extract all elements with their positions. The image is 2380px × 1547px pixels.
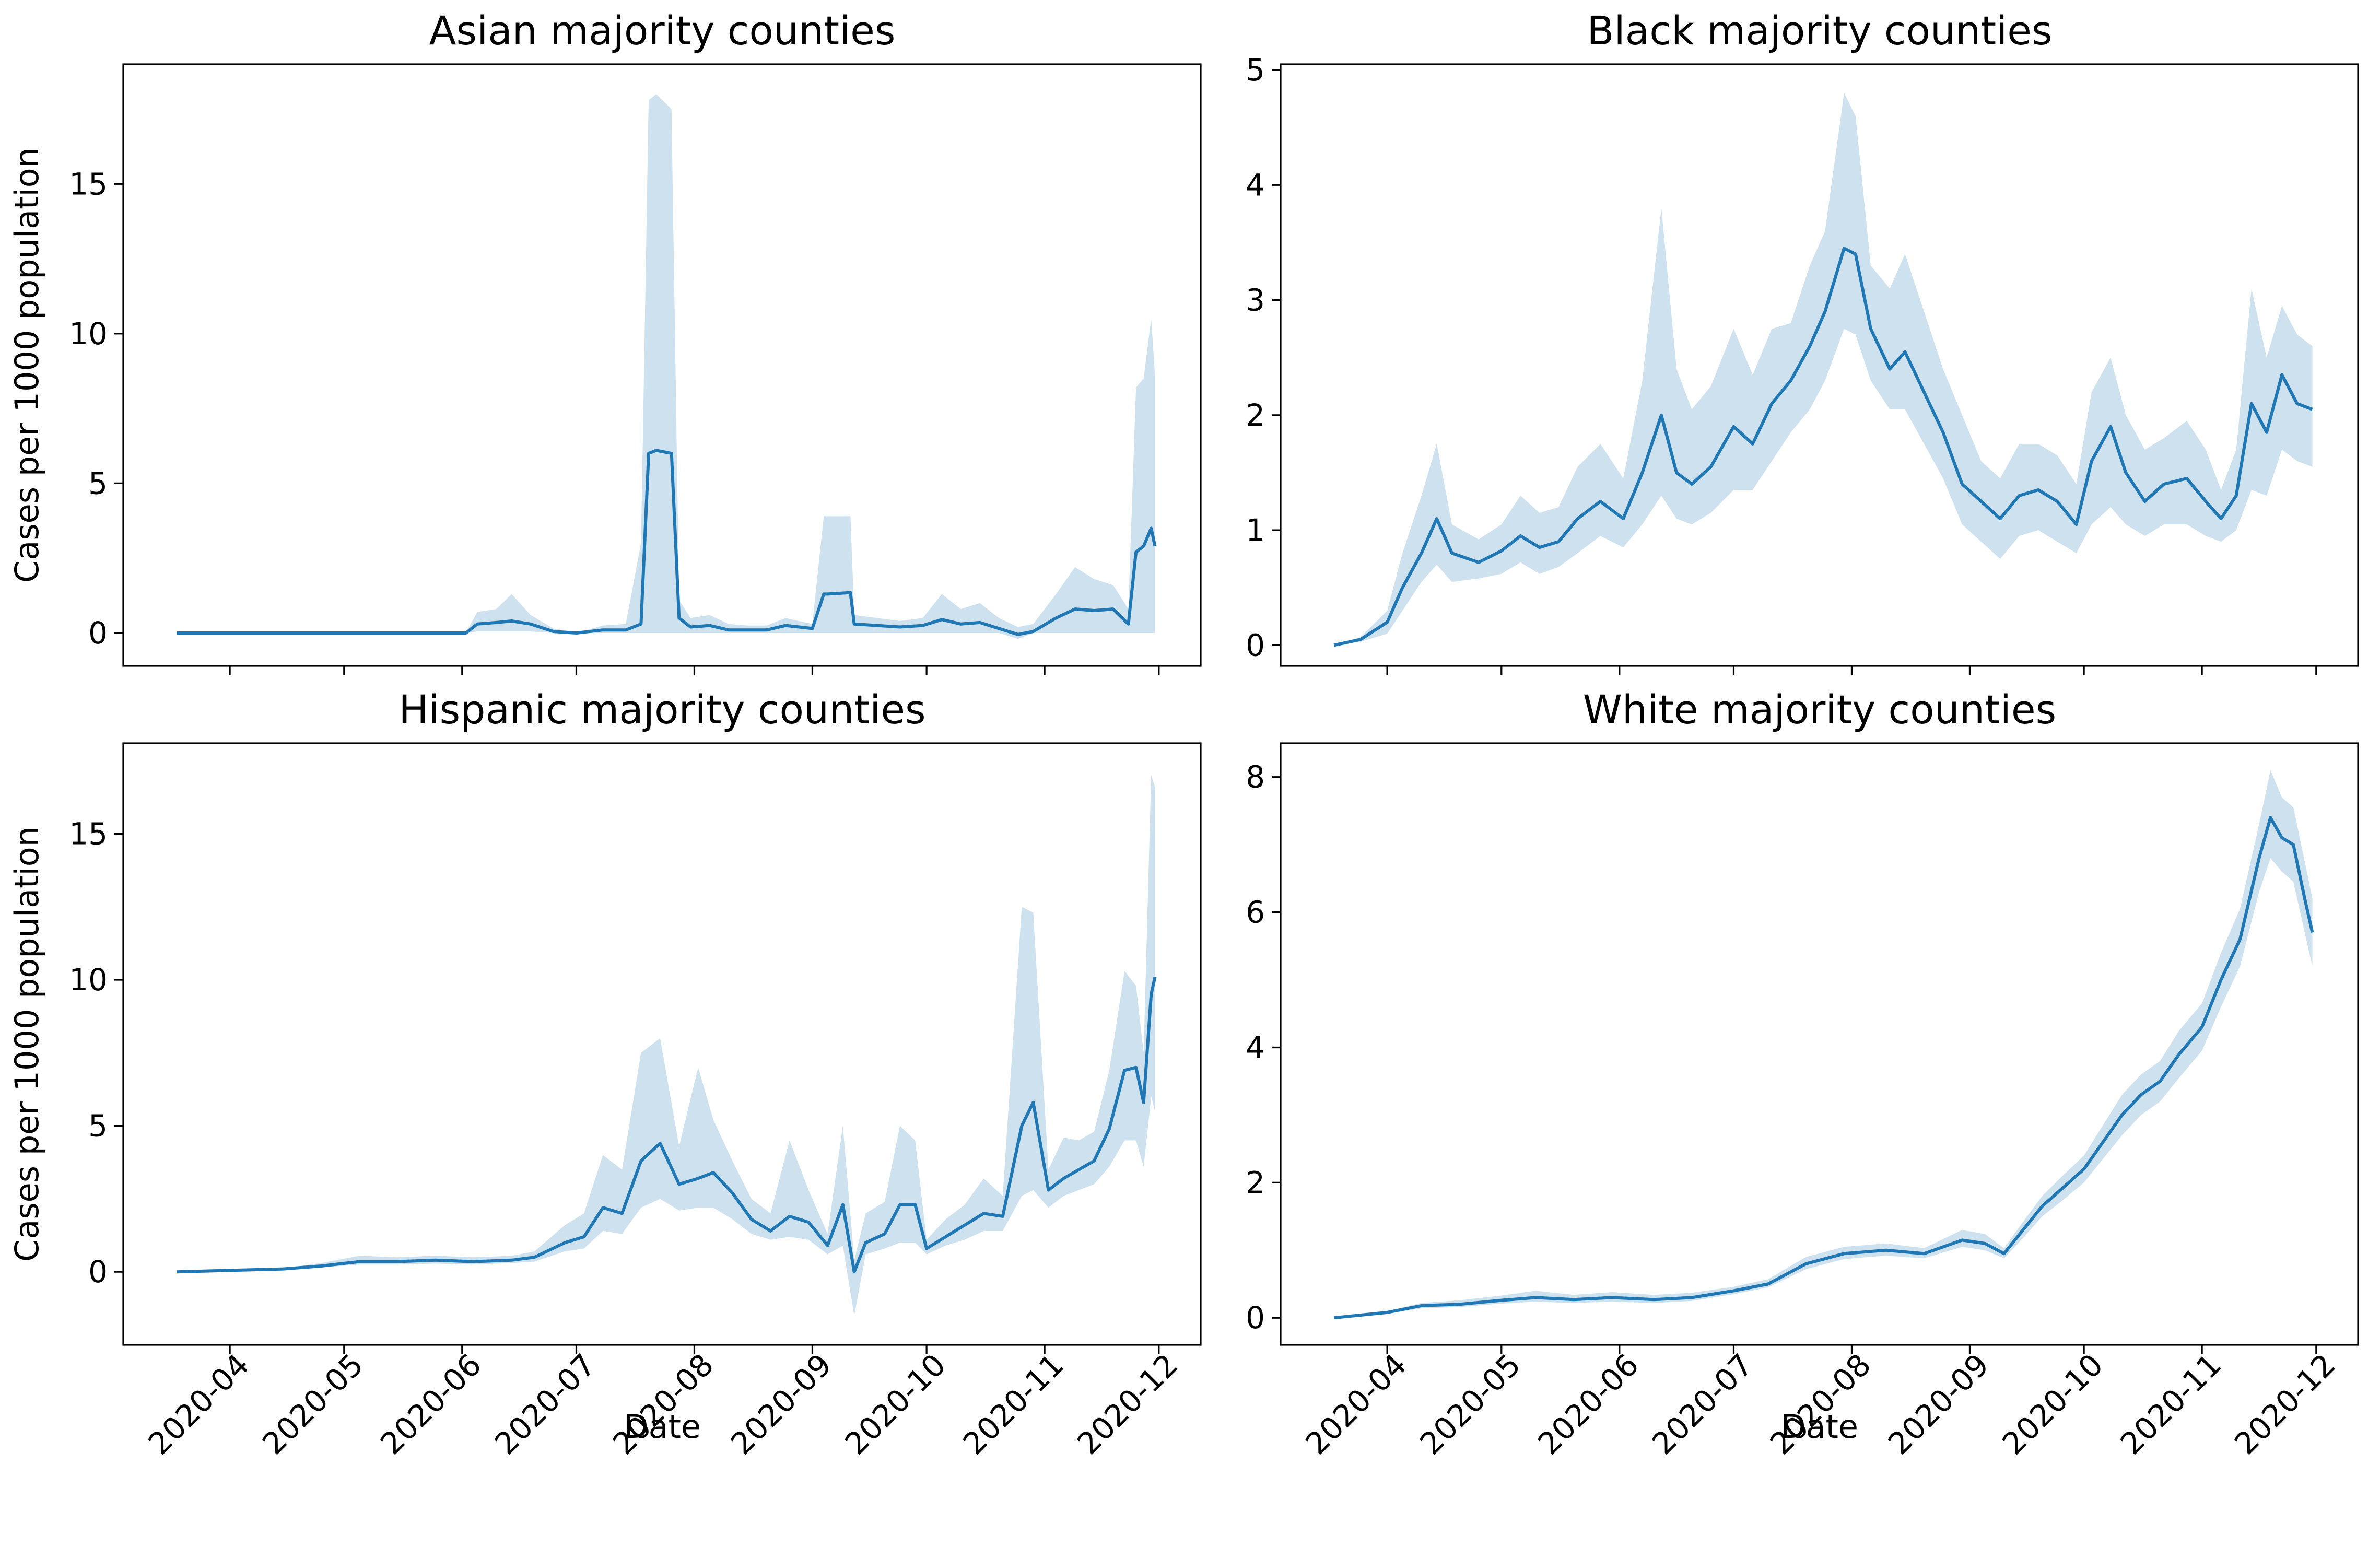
- y-tick-label: 2: [1246, 397, 1265, 433]
- y-tick-label: 10: [69, 962, 108, 998]
- confidence-band: [177, 775, 1155, 1316]
- panel-white: White majority counties Date 2020-04 2020…: [1246, 686, 2359, 1461]
- y-tick-label: 5: [88, 465, 108, 501]
- confidence-band: [1334, 770, 2313, 1318]
- x-tick-label: 2020-05: [1413, 1347, 1527, 1461]
- x-tick-label: 2020-12: [1070, 1347, 1185, 1461]
- x-tick-label: 2020-10: [838, 1347, 953, 1461]
- panel-black: Black majority counties 0 1 2 3 4 5: [1246, 7, 2359, 675]
- panel-title: Hispanic majority counties: [398, 686, 925, 733]
- ci-band-layer: [1334, 93, 2313, 646]
- series-line: [177, 449, 1157, 636]
- x-tick-label: 2020-09: [724, 1347, 838, 1461]
- x-tick-label: 2020-11: [2114, 1347, 2228, 1461]
- y-tick-label: 2: [1246, 1165, 1265, 1200]
- y-ticks: 0 5 10 15: [69, 166, 123, 651]
- x-tick-label: 2020-04: [142, 1347, 256, 1461]
- plot-frame: [1280, 63, 2359, 667]
- panel-title: Black majority counties: [1587, 7, 2052, 54]
- panel-title: White majority counties: [1583, 686, 2057, 733]
- x-ticks: [229, 666, 1160, 675]
- x-tick-label: 2020-12: [2227, 1347, 2342, 1461]
- y-tick-label: 0: [1246, 627, 1265, 663]
- y-ticks: 0 1 2 3 4 5: [1246, 52, 1281, 663]
- y-ticks: 0 5 10 15: [69, 816, 123, 1290]
- x-tick-label: 2020-07: [488, 1347, 602, 1461]
- series-line-layer: [1333, 247, 2313, 647]
- x-tick-label: 2020-07: [1645, 1347, 1760, 1461]
- plot-frame: [122, 742, 1202, 1346]
- series-line: [177, 976, 1157, 1274]
- ci-band-layer: [177, 775, 1155, 1316]
- ci-band-layer: [177, 94, 1155, 639]
- panel-hispanic: Hispanic majority counties Cases per 100…: [8, 686, 1202, 1461]
- x-tick-label: 2020-10: [1996, 1347, 2110, 1461]
- y-tick-label: 10: [69, 316, 108, 351]
- ci-band-layer: [1334, 770, 2313, 1318]
- x-tick-label: 2020-06: [373, 1347, 488, 1461]
- x-tick-label: 2020-09: [1881, 1347, 1996, 1461]
- y-tick-label: 1: [1246, 512, 1265, 548]
- y-tick-label: 8: [1246, 759, 1265, 795]
- y-tick-label: 15: [69, 816, 108, 851]
- series-line-layer: [177, 449, 1157, 636]
- confidence-band: [177, 94, 1155, 639]
- plot-frame: [1280, 742, 2359, 1346]
- y-tick-label: 4: [1246, 167, 1265, 203]
- y-axis-label: Cases per 1000 population: [8, 147, 46, 583]
- series-line-layer: [1333, 816, 2314, 1320]
- series-line: [1333, 816, 2314, 1320]
- y-tick-label: 15: [69, 166, 108, 202]
- x-tick-label: 2020-05: [255, 1347, 370, 1461]
- y-tick-label: 5: [1246, 52, 1265, 88]
- x-ticks: [1386, 666, 2317, 675]
- plot-frame: [122, 63, 1202, 667]
- series-line-layer: [177, 976, 1157, 1274]
- x-tick-label: 2020-06: [1531, 1347, 1645, 1461]
- x-axis-label: Date: [624, 1408, 701, 1446]
- y-tick-label: 0: [1246, 1300, 1265, 1335]
- confidence-band: [1334, 93, 2313, 646]
- series-line: [1333, 247, 2313, 647]
- y-tick-label: 6: [1246, 895, 1265, 930]
- y-tick-label: 3: [1246, 283, 1265, 318]
- x-axis-label: Date: [1781, 1408, 1858, 1446]
- y-tick-label: 0: [88, 615, 108, 651]
- x-tick-label: 2020-04: [1299, 1347, 1413, 1461]
- y-tick-label: 0: [88, 1254, 108, 1290]
- y-axis-label: Cases per 1000 population: [8, 826, 46, 1262]
- y-tick-label: 5: [88, 1108, 108, 1144]
- panel-title: Asian majority counties: [429, 7, 896, 54]
- panel-asian: Asian majority counties Cases per 1000 p…: [8, 7, 1202, 675]
- y-ticks: 0 2 4 6 8: [1246, 759, 1281, 1335]
- x-tick-label: 2020-11: [956, 1347, 1071, 1461]
- y-tick-label: 4: [1246, 1029, 1265, 1065]
